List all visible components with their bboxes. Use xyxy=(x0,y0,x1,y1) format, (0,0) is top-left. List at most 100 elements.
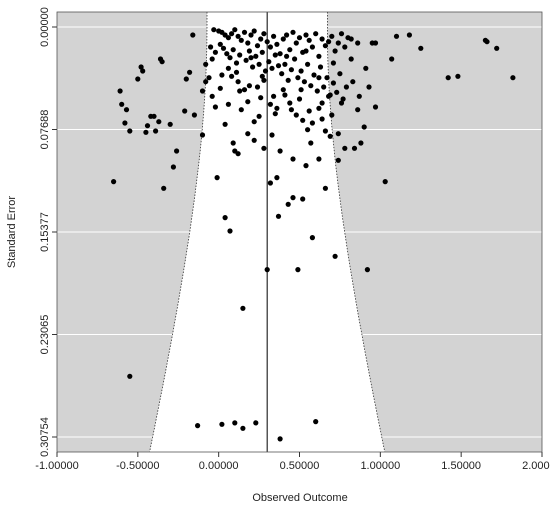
data-point xyxy=(266,59,272,65)
data-point xyxy=(418,45,424,51)
data-point xyxy=(144,123,151,129)
data-point xyxy=(355,107,361,113)
data-point xyxy=(167,121,173,127)
data-point xyxy=(319,36,325,42)
data-point xyxy=(510,75,516,81)
data-point xyxy=(237,88,243,94)
data-point xyxy=(324,75,330,81)
x-tick-label: 0.50000 xyxy=(280,460,320,472)
data-point xyxy=(267,44,273,50)
data-point xyxy=(248,55,254,61)
x-tick-label: -0.50000 xyxy=(116,460,159,472)
data-point xyxy=(372,104,379,110)
data-point xyxy=(342,44,348,50)
data-point xyxy=(300,196,306,202)
data-point xyxy=(335,157,341,163)
y-tick-label: 0.30754 xyxy=(39,417,51,457)
data-point xyxy=(245,99,251,105)
data-point xyxy=(243,57,249,63)
data-point xyxy=(445,75,451,81)
data-point xyxy=(119,101,125,107)
data-point xyxy=(290,29,296,35)
data-point xyxy=(348,56,354,62)
data-point xyxy=(311,72,317,78)
data-point xyxy=(235,79,241,85)
data-point xyxy=(225,101,231,107)
data-point xyxy=(206,75,212,81)
data-point xyxy=(329,33,335,39)
data-point xyxy=(227,228,233,234)
data-point xyxy=(199,88,206,94)
data-point xyxy=(308,83,314,89)
data-point xyxy=(140,68,146,74)
data-point xyxy=(274,175,280,181)
data-point xyxy=(225,35,231,41)
data-point xyxy=(187,69,193,75)
data-point xyxy=(274,41,280,47)
data-point xyxy=(364,267,370,273)
data-point xyxy=(232,420,238,426)
data-point xyxy=(232,27,238,33)
data-point xyxy=(256,61,262,67)
x-axis: -1.00000 -0.50000 0.00000 0.50000 1.00000 1.5… xyxy=(35,452,550,472)
data-point xyxy=(230,47,236,53)
data-point xyxy=(338,31,345,37)
data-point xyxy=(292,56,298,62)
data-point xyxy=(321,84,327,90)
data-point xyxy=(275,63,282,69)
data-point xyxy=(343,84,349,90)
data-point xyxy=(245,40,251,46)
data-point xyxy=(182,108,188,114)
data-point xyxy=(233,69,240,75)
data-point xyxy=(358,140,364,146)
data-point xyxy=(219,421,225,427)
data-point xyxy=(229,31,235,37)
data-point xyxy=(288,67,294,73)
data-point xyxy=(351,145,358,151)
data-point xyxy=(271,93,277,99)
data-point xyxy=(225,65,231,71)
data-point xyxy=(195,423,201,429)
data-point xyxy=(127,128,133,134)
data-point xyxy=(272,111,278,117)
data-point xyxy=(332,48,338,54)
data-point xyxy=(211,27,217,33)
data-point xyxy=(372,40,379,46)
data-point xyxy=(287,47,293,53)
data-point xyxy=(238,107,244,113)
data-point xyxy=(406,32,412,38)
data-point xyxy=(285,201,291,207)
data-point xyxy=(143,129,149,135)
data-point xyxy=(316,75,322,81)
data-point xyxy=(245,131,251,137)
data-point xyxy=(279,71,285,77)
data-point xyxy=(309,235,315,241)
data-point xyxy=(309,120,315,126)
data-point xyxy=(123,107,130,113)
data-point xyxy=(269,132,275,138)
data-point xyxy=(208,44,214,50)
data-point xyxy=(238,37,244,43)
data-point xyxy=(284,53,290,59)
data-point xyxy=(332,253,338,259)
data-point xyxy=(361,124,367,130)
data-point xyxy=(174,148,180,154)
data-point xyxy=(209,93,215,99)
funnel-right-boundary xyxy=(327,12,386,453)
data-point xyxy=(258,95,264,101)
data-point xyxy=(264,39,270,45)
data-point xyxy=(288,107,294,113)
data-point xyxy=(203,61,209,67)
data-point xyxy=(327,92,333,98)
data-point xyxy=(319,100,325,106)
data-point xyxy=(355,40,361,46)
data-point xyxy=(317,64,324,70)
data-point xyxy=(295,75,301,81)
data-point xyxy=(284,32,290,38)
data-point xyxy=(240,305,246,311)
y-tick-label: 0.00000 xyxy=(39,7,51,47)
data-point xyxy=(159,59,165,65)
data-point xyxy=(327,133,333,139)
data-point xyxy=(229,73,235,79)
data-point xyxy=(309,44,315,50)
